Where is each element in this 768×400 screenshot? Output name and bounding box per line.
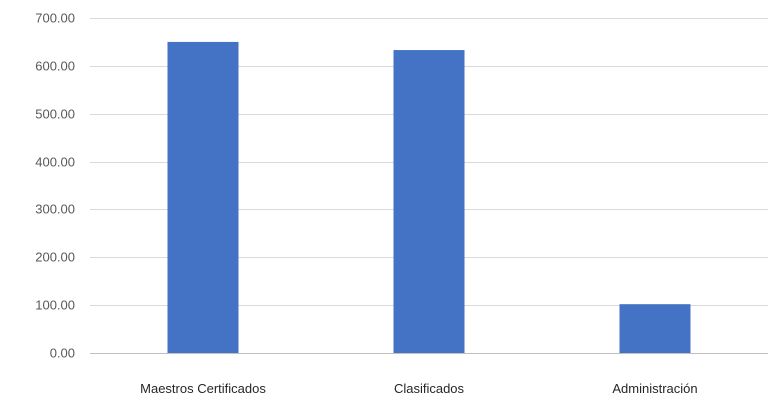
x-category-label: Maestros Certificados <box>140 381 266 396</box>
x-category-label: Administración <box>612 381 697 396</box>
bar <box>393 50 465 354</box>
y-axis-tick-labels: 0.00 100.00 200.00 300.00 400.00 500.00 600.00… <box>35 11 75 361</box>
x-axis-category-labels: Maestros Certificados Clasificados Adminis… <box>140 381 697 396</box>
y-tick-label: 600.00 <box>35 59 75 74</box>
bar <box>619 304 691 353</box>
y-tick-label: 400.00 <box>35 155 75 170</box>
y-tick-label: 500.00 <box>35 107 75 122</box>
y-tick-label: 200.00 <box>35 250 75 265</box>
y-tick-label: 700.00 <box>35 11 75 26</box>
y-tick-label: 100.00 <box>35 298 75 313</box>
y-tick-label: 300.00 <box>35 202 75 217</box>
y-tick-label: 0.00 <box>50 346 75 361</box>
bars <box>167 41 691 354</box>
x-category-label: Clasificados <box>394 381 465 396</box>
bar <box>167 41 239 354</box>
